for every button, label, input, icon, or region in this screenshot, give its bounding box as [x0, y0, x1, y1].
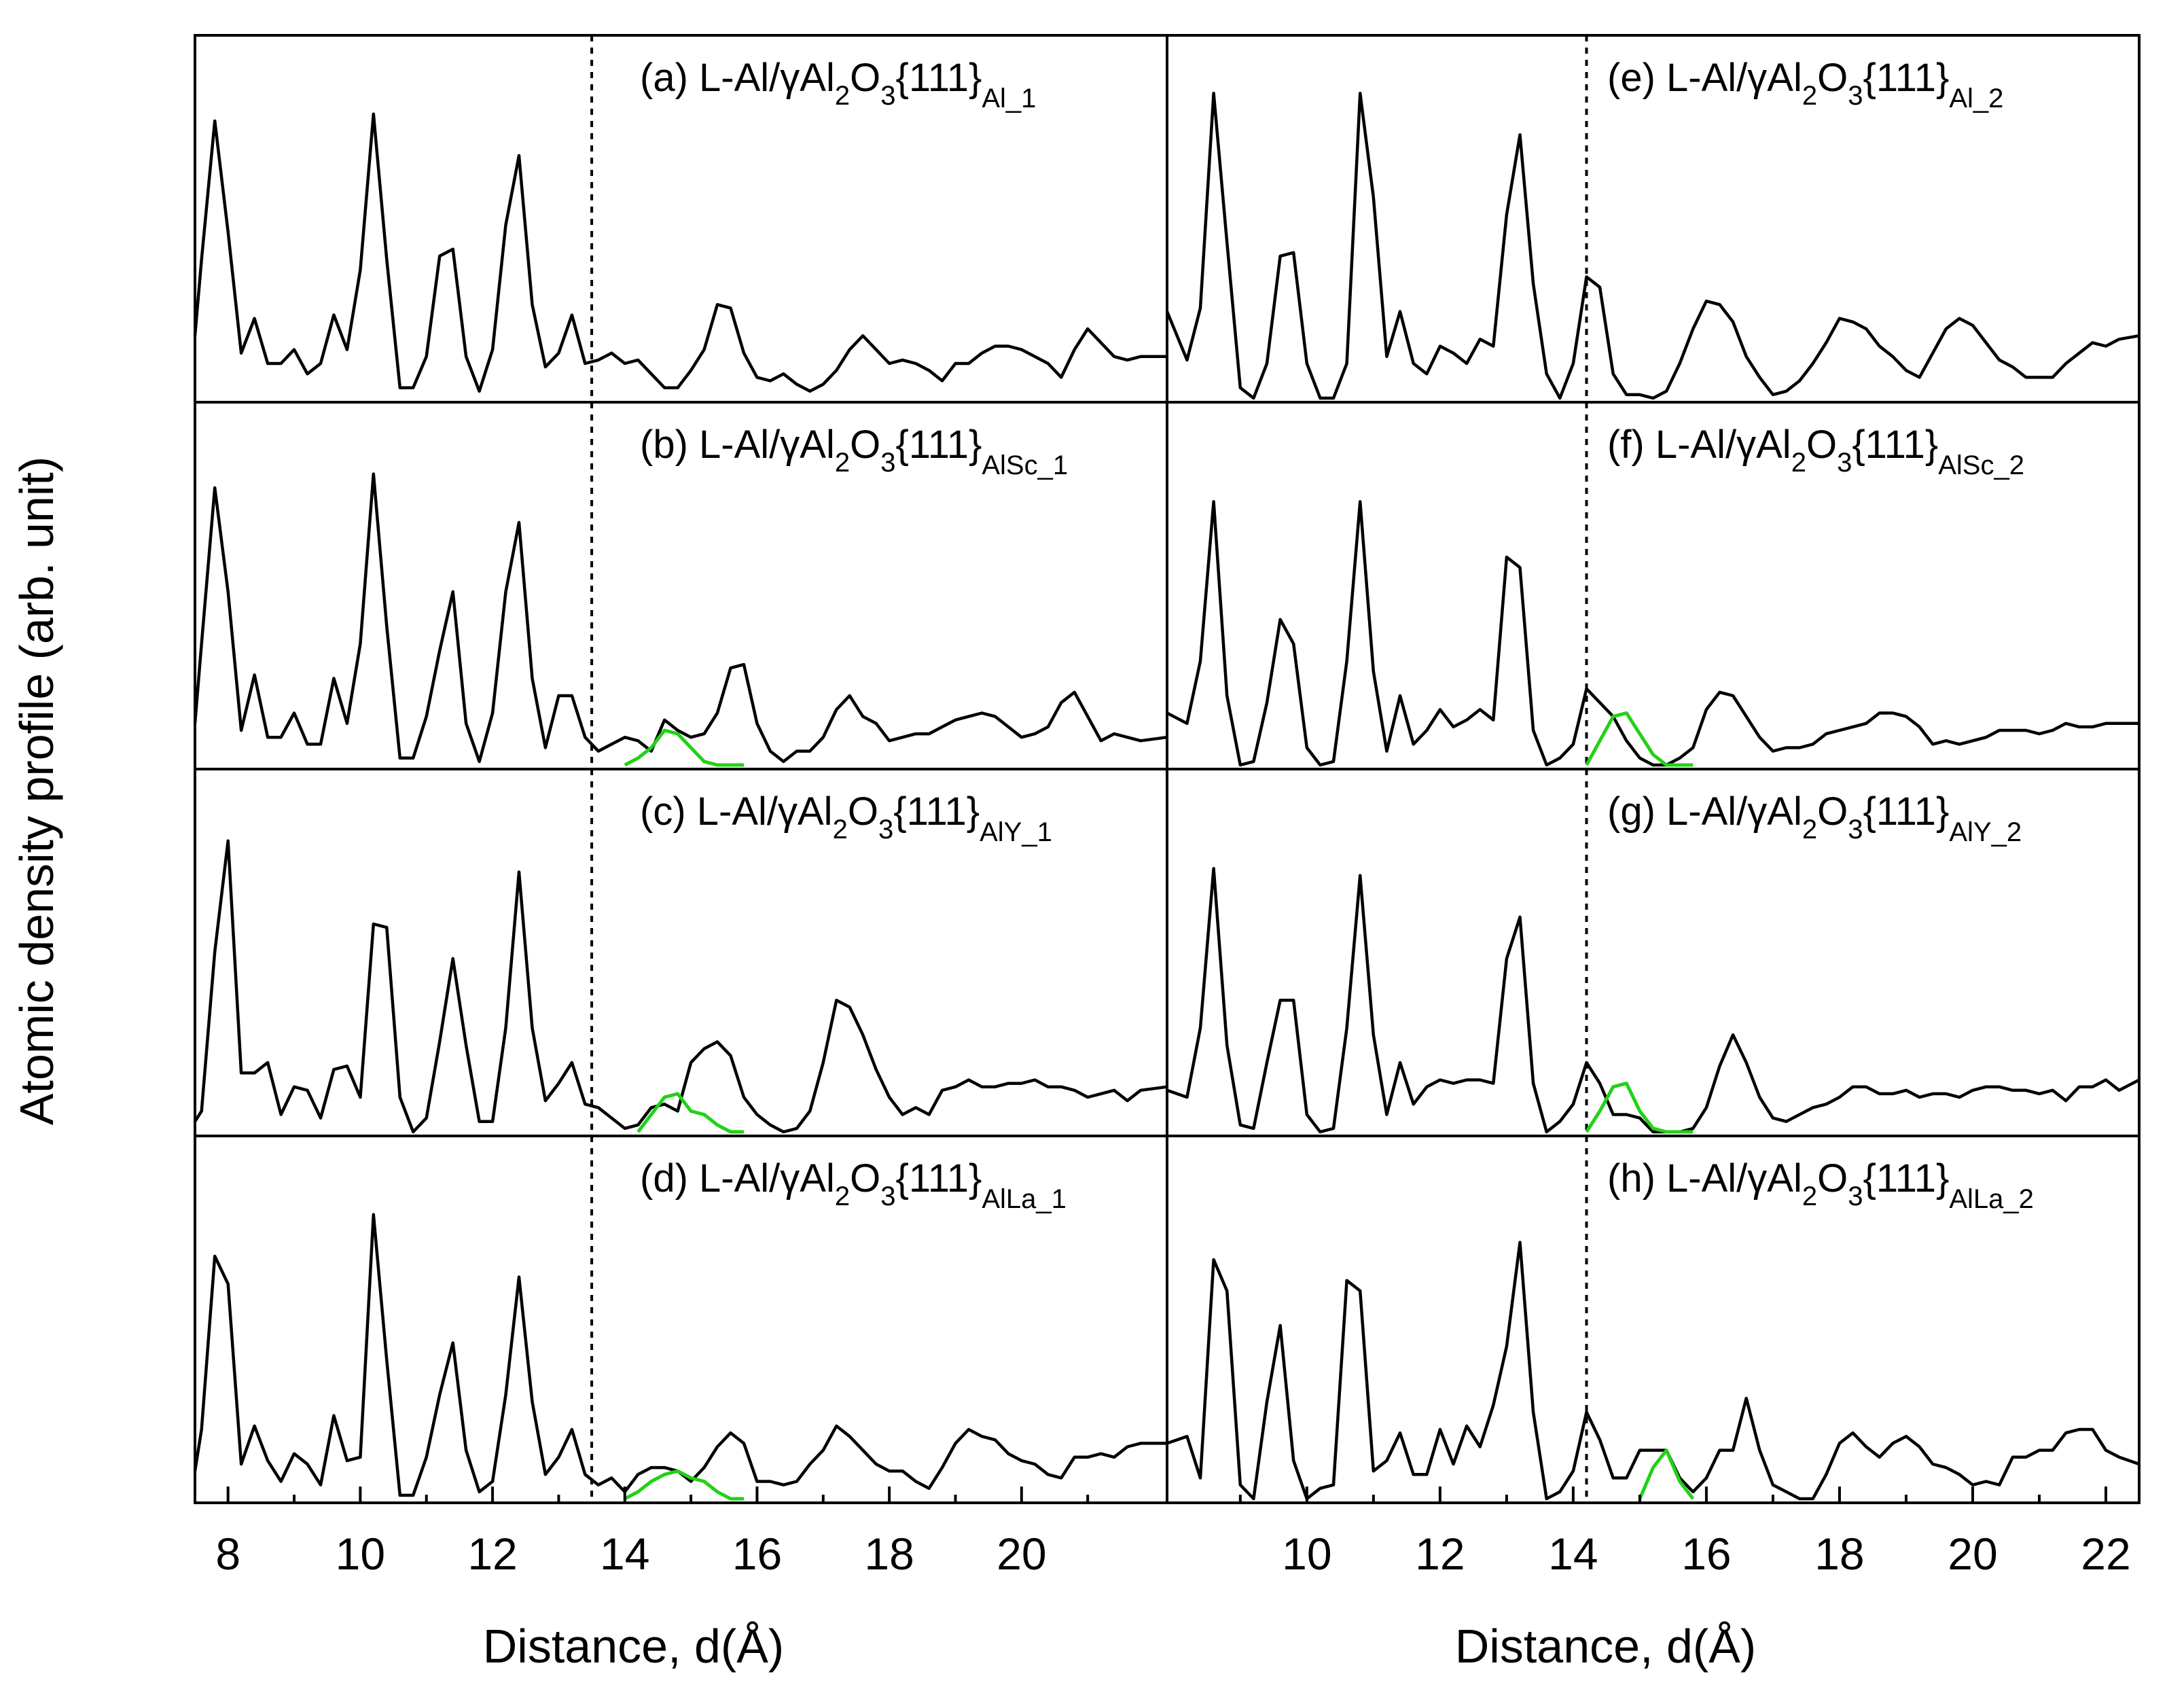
density-trace-c: [194, 839, 1168, 1134]
panel-c: (c) L-Al/γAl2O3{111}AlY_1: [194, 769, 1168, 1136]
panel-label-b: (b) L-Al/γAl2O3{111}AlSc_1: [640, 423, 1068, 480]
axes-layer: 8 10 12 14 16 18 20 Distance, d(Å) 10 12 14 16 18 20 2…: [194, 34, 2141, 1673]
x-tick-label: 10: [1282, 1529, 1331, 1579]
panels-layer: (a) L-Al/γAl2O3{111}Al_1 (b) L-Al/γAl2O3{…: [193, 35, 2141, 1503]
x-axis-label-2: Distance, d(Å): [1455, 1620, 1756, 1673]
panel-label-h: (h) L-Al/γAl2O3{111}AlLa_2: [1607, 1156, 2034, 1214]
panel-g: (g) L-Al/γAl2O3{111}AlY_2: [1166, 769, 2141, 1136]
panel-e: (e) L-Al/γAl2O3{111}Al_2: [1165, 35, 2140, 402]
x-tick-label: 14: [600, 1529, 649, 1579]
density-trace-g: [1166, 867, 2141, 1134]
x-tick-label: 18: [1814, 1529, 1864, 1579]
dopant-trace-d: [624, 1469, 744, 1501]
density-trace-a: [193, 112, 1167, 393]
density-trace-b: [193, 472, 1168, 764]
panel-b: (b) L-Al/γAl2O3{111}AlSc_1: [193, 402, 1168, 769]
density-trace-d: [193, 1213, 1167, 1497]
panel-label-e: (e) L-Al/γAl2O3{111}Al_2: [1607, 56, 2003, 113]
dopant-trace-c: [637, 1092, 744, 1134]
x-tick-label: 12: [467, 1529, 517, 1579]
density-trace-h: [1166, 1241, 2140, 1501]
panel-label-g: (g) L-Al/γAl2O3{111}AlY_2: [1607, 789, 2022, 847]
panel-a: (a) L-Al/γAl2O3{111}Al_1: [193, 35, 1167, 402]
x-tick-label: 8: [215, 1529, 240, 1579]
density-trace-f: [1166, 500, 2139, 767]
x-tick-label: 20: [1948, 1529, 1997, 1579]
x-tick-label: 16: [732, 1529, 782, 1579]
x-tick-label: 14: [1548, 1529, 1598, 1579]
y-axis-label: Atomic density profile (arb. unit): [10, 457, 63, 1125]
dopant-trace-g: [1585, 1082, 1694, 1134]
x-tick-label: 10: [336, 1529, 385, 1579]
x-tick-label: 20: [997, 1529, 1046, 1579]
x-tick-label: 16: [1681, 1529, 1731, 1579]
panel-h: (h) L-Al/γAl2O3{111}AlLa_2: [1166, 1136, 2140, 1503]
dopant-trace-b: [624, 728, 744, 767]
panel-label-d: (d) L-Al/γAl2O3{111}AlLa_1: [640, 1156, 1067, 1214]
x-tick-label: 18: [864, 1529, 914, 1579]
dopant-trace-h: [1638, 1448, 1695, 1500]
x-tick-label: 22: [2081, 1529, 2130, 1579]
panel-label-c: (c) L-Al/γAl2O3{111}AlY_1: [640, 789, 1052, 847]
panel-f: (f) L-Al/γAl2O3{111}AlSc_2: [1166, 402, 2139, 769]
panel-label-a: (a) L-Al/γAl2O3{111}Al_1: [640, 56, 1036, 113]
x-axis-label-1: Distance, d(Å): [483, 1620, 784, 1673]
panel-d: (d) L-Al/γAl2O3{111}AlLa_1: [193, 1136, 1167, 1503]
x-tick-label: 12: [1415, 1529, 1465, 1579]
dopant-trace-f: [1585, 711, 1694, 767]
density-trace-e: [1165, 91, 2140, 400]
panel-label-f: (f) L-Al/γAl2O3{111}AlSc_2: [1607, 423, 2024, 480]
